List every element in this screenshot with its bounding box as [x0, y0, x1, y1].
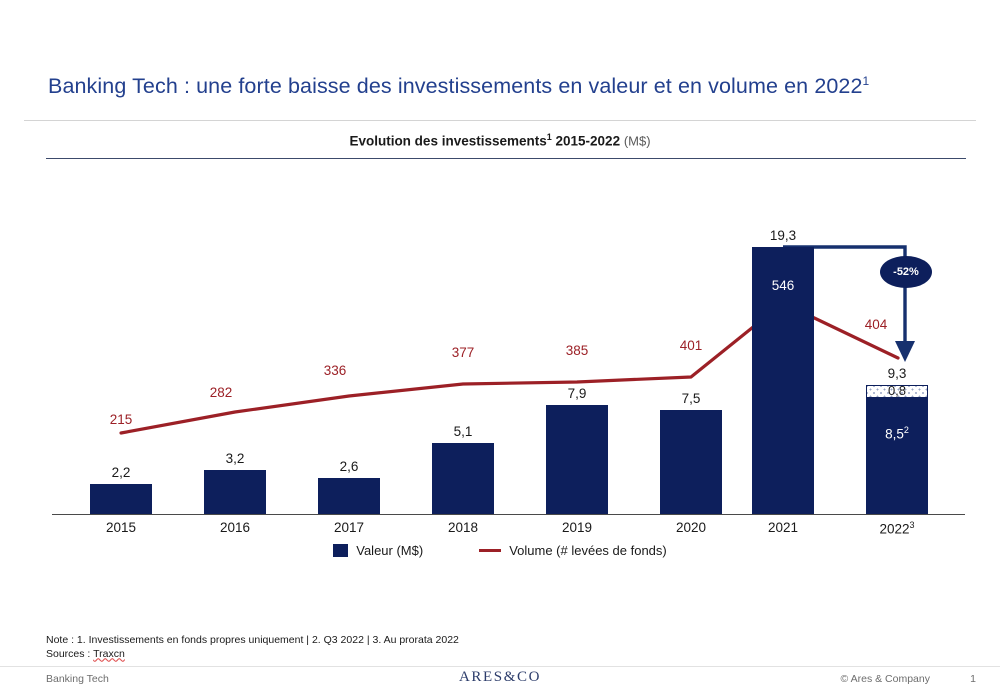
legend-item-valeur[interactable]: Valeur (M$): [333, 543, 423, 558]
bar-2020: [660, 410, 722, 514]
x-tick-2022-footnote-marker: 3: [909, 520, 915, 530]
chart-subtitle: Evolution des investissements1 2015-2022…: [0, 132, 1000, 149]
x-tick-2022-value: 2022: [879, 521, 910, 537]
line-label-2021: 546: [752, 278, 814, 293]
volume-line-series: [119, 301, 900, 435]
chart-legend: Valeur (M$) Volume (# levées de fonds): [0, 543, 1000, 558]
notes-sources-label: Sources :: [46, 647, 94, 660]
bar-label-2017: 2,6: [339, 459, 359, 474]
bar-2015: [90, 484, 152, 514]
bar-label-2022-total: 9,3: [887, 366, 907, 381]
header-divider: [24, 120, 976, 121]
line-label-2020: 401: [679, 338, 703, 353]
bar-label-2021: 19,3: [769, 228, 797, 243]
bar-label-2016: 3,2: [225, 451, 245, 466]
bar-label-2020: 7,5: [681, 391, 701, 406]
line-label-2022: 404: [864, 317, 888, 332]
legend-item-volume-label: Volume (# levées de fonds): [509, 543, 667, 558]
x-axis-line: [52, 514, 965, 516]
x-tick-2022: 20223: [866, 520, 928, 537]
notes-line-2: Sources : Traxcn: [46, 648, 459, 662]
line-label-2021-value: 546: [771, 278, 795, 293]
bar-2021: [752, 247, 814, 514]
line-label-2015: 215: [109, 412, 133, 427]
x-tick-2021: 2021: [767, 520, 799, 535]
bar-label-2022-hatched: 0,8: [887, 383, 907, 398]
bar-label-2018: 5,1: [453, 424, 473, 439]
bar-label-2022-base-footnote-marker: 2: [903, 425, 909, 435]
footer-logo: ARES&CO: [458, 669, 542, 685]
notes-block: Note : 1. Investissements en fonds propr…: [46, 634, 459, 661]
bar-2016: [204, 470, 266, 514]
bar-label-2015: 2,2: [111, 465, 131, 480]
bar-2022-hatched-segment: [866, 385, 928, 398]
footer-copyright: © Ares & Company: [840, 673, 930, 685]
bar-label-2022-base-value: 8,5: [885, 426, 904, 442]
line-label-2018: 377: [451, 345, 475, 360]
decline-callout-badge: [880, 256, 932, 288]
x-tick-2016: 2016: [219, 520, 251, 535]
bar-2022-base: [866, 397, 928, 514]
x-tick-2017: 2017: [333, 520, 365, 535]
decline-callout-arrow: [783, 245, 915, 362]
bar-2019: [546, 405, 608, 514]
x-tick-2019: 2019: [561, 520, 593, 535]
chart-subtitle-range: 2015-2022: [551, 133, 621, 149]
footer-section-label: Banking Tech: [46, 673, 109, 685]
bar-label-2019: 7,9: [567, 386, 587, 401]
chart-subtitle-footnote-marker: 1: [546, 132, 552, 142]
decline-callout-label: -52%: [893, 266, 919, 278]
legend-item-volume[interactable]: Volume (# levées de fonds): [479, 543, 667, 558]
page-title-footnote-marker: 1: [862, 74, 870, 88]
bar-label-2022-base: 8,52: [866, 425, 928, 442]
notes-source-name: Traxcn: [93, 647, 125, 660]
legend-item-valeur-label: Valeur (M$): [356, 543, 424, 558]
legend-line-swatch-icon: [479, 548, 502, 553]
line-label-2017: 336: [323, 363, 347, 378]
chart-subtitle-unit: (M$): [623, 133, 651, 149]
chart-subtitle-text: Evolution des investissements: [349, 133, 547, 149]
bar-2017: [318, 478, 380, 514]
legend-square-swatch-icon: [333, 544, 349, 557]
footer-page-number: 1: [970, 673, 976, 685]
line-label-2016: 282: [209, 385, 233, 400]
footer-divider: [0, 666, 1000, 667]
page-title-text: Banking Tech : une forte baisse des inve…: [48, 74, 863, 99]
page-title: Banking Tech : une forte baisse des inve…: [48, 74, 948, 99]
bar-2018: [432, 443, 494, 514]
chart-subtitle-divider: [46, 158, 966, 160]
x-tick-2015: 2015: [105, 520, 137, 535]
x-tick-2020: 2020: [675, 520, 707, 535]
notes-line-1: Note : 1. Investissements en fonds propr…: [46, 634, 459, 646]
line-label-2019: 385: [565, 343, 589, 358]
x-tick-2018: 2018: [447, 520, 479, 535]
